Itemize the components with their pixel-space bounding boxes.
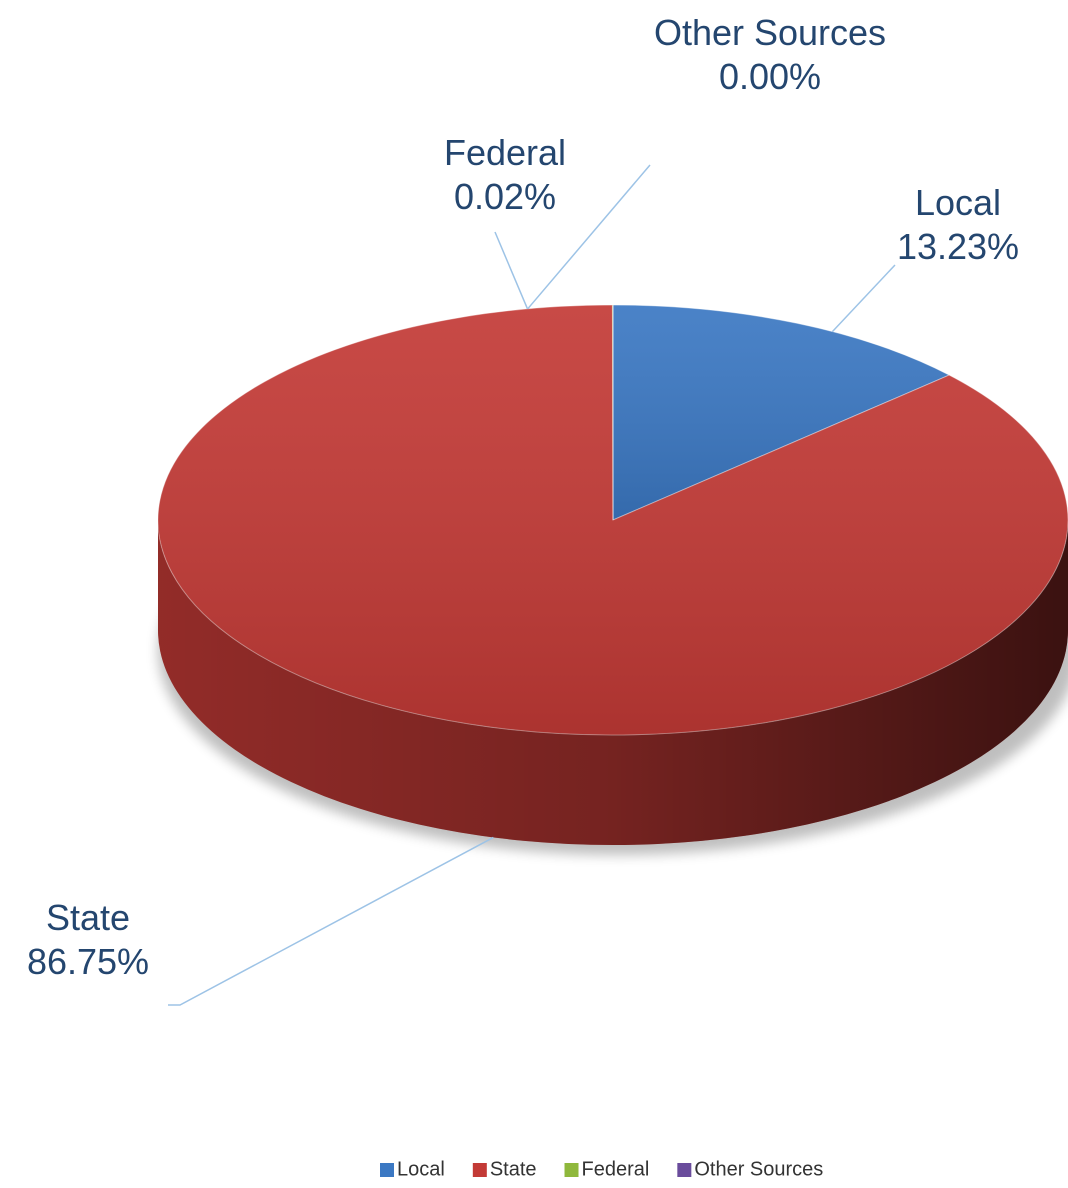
leader-line: [494, 231, 529, 310]
value-label: 0.00%: [719, 56, 821, 97]
legend-label: Other Sources: [694, 1158, 823, 1180]
legend-swatch: [472, 1163, 487, 1177]
category-label: State: [46, 897, 130, 938]
category-label: Federal: [444, 132, 566, 173]
value-label: 13.23%: [897, 226, 1019, 267]
legend-swatch: [677, 1163, 692, 1177]
leader-line: [168, 836, 494, 1006]
data-label: Federal 0.02%: [444, 132, 566, 217]
data-label: State 86.75%: [27, 897, 149, 982]
value-label: 86.75%: [27, 941, 149, 982]
legend-label: Local: [397, 1158, 445, 1180]
data-label: Local 13.23%: [897, 182, 1019, 267]
legend-label: State: [490, 1158, 537, 1180]
legend-swatch: [564, 1163, 579, 1177]
legend: Local State Federal Other Sources: [380, 1158, 823, 1180]
slice-top-shade: [158, 305, 1068, 735]
legend-swatch: [380, 1163, 394, 1177]
value-label: 0.02%: [454, 176, 556, 217]
slice-side-shade: [158, 520, 1068, 845]
slice-top-shade: [612, 305, 613, 520]
leader-line: [831, 264, 896, 333]
category-label: Other Sources: [654, 12, 886, 53]
category-label: Local: [915, 182, 1001, 223]
slice-top-shade: [613, 305, 950, 520]
data-label: Other Sources 0.00%: [654, 12, 886, 97]
leader-line: [527, 164, 651, 310]
legend-label: Federal: [582, 1158, 650, 1180]
